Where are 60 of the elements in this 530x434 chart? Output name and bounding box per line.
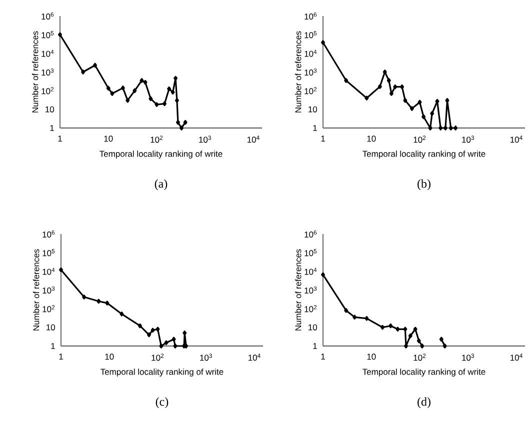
x-tick-label: 10$^{3}$ <box>200 354 212 361</box>
x-tick-label: 1 <box>58 136 62 142</box>
x-tick-label: 10$^{2}$ <box>150 136 163 143</box>
x-tick-label: 10$^{4}$ <box>247 136 260 143</box>
y-tick-label: 10$^{3}$ <box>42 68 54 76</box>
x-tick-label: 10$^{4}$ <box>510 136 522 143</box>
y-tick-label: 10 <box>308 106 317 112</box>
y-tick-label: 10$^{2}$ <box>42 87 54 94</box>
text: (a) <box>154 179 168 190</box>
text: (b) <box>418 179 430 190</box>
y-axis-title: Number of references <box>294 249 302 330</box>
y-tick-label: 10$^{5}$ <box>304 249 317 256</box>
y-tick-label: 10$^{3}$ <box>304 68 317 76</box>
x-tick-label: 1 <box>321 136 325 142</box>
y-axis-title: Number of references <box>32 31 38 112</box>
y-tick-label: 10$^{2}$ <box>304 87 317 94</box>
y-tick-label: 10$^{3}$ <box>42 286 55 294</box>
text: (c) <box>156 397 168 408</box>
x-axis-title: Temporal locality ranking of write <box>100 150 222 159</box>
x-tick-label: 1 <box>59 354 63 360</box>
x-axis-title: Temporal locality ranking of write <box>100 368 224 377</box>
y-tick-label: 10$^{4}$ <box>304 268 317 275</box>
x-tick-label: 10$^{4}$ <box>510 354 522 361</box>
x-tick-label: 10$^{3}$ <box>462 354 474 361</box>
y-tick-label: 1 <box>50 125 54 131</box>
y-tick-label: 10 <box>46 106 54 112</box>
x-tick-label: 10 <box>367 136 376 142</box>
x-tick-label: 10$^{3}$ <box>462 136 474 143</box>
y-tick-label: 10$^{5}$ <box>304 31 317 38</box>
x-tick-label: 1 <box>321 354 325 360</box>
y-tick-label: 10$^{6}$ <box>42 230 55 238</box>
y-tick-label: 10$^{4}$ <box>304 50 317 57</box>
x-tick-label: 10 <box>104 136 113 142</box>
y-tick-label: 1 <box>313 343 317 349</box>
x-tick-label: 10$^{2}$ <box>414 136 426 143</box>
y-tick-label: 1 <box>313 125 317 131</box>
y-tick-label: 10$^{2}$ <box>304 305 317 312</box>
y-tick-label: 10$^{3}$ <box>304 286 317 294</box>
y-tick-label: 10$^{6}$ <box>304 230 317 238</box>
y-tick-label: 10 <box>308 324 317 330</box>
y-tick-label: 1 <box>51 343 55 349</box>
x-tick-label: 10 <box>367 354 376 360</box>
y-axis-title: Number of references <box>32 249 40 330</box>
y-tick-label: 10 <box>46 324 55 330</box>
x-axis-title: Temporal locality ranking of write <box>362 368 486 377</box>
x-tick-label: 10$^{2}$ <box>152 354 164 361</box>
x-tick-label: 10$^{2}$ <box>414 354 426 361</box>
y-tick-label: 10$^{6}$ <box>304 12 317 20</box>
x-tick-label: 10$^{4}$ <box>248 354 260 361</box>
y-tick-label: 10$^{4}$ <box>42 50 54 57</box>
y-tick-label: 10$^{5}$ <box>42 31 54 38</box>
x-tick-label: 10$^{3}$ <box>199 136 211 143</box>
y-tick-label: 10$^{6}$ <box>42 12 54 20</box>
y-tick-label: 10$^{5}$ <box>42 249 55 256</box>
y-tick-label: 10$^{4}$ <box>42 268 55 275</box>
x-axis-title: Temporal locality ranking of write <box>362 150 486 159</box>
text: (d) <box>418 397 430 408</box>
y-axis-title: Number of references <box>294 31 302 112</box>
x-tick-label: 10 <box>105 354 114 360</box>
y-tick-label: 10$^{2}$ <box>42 305 55 312</box>
